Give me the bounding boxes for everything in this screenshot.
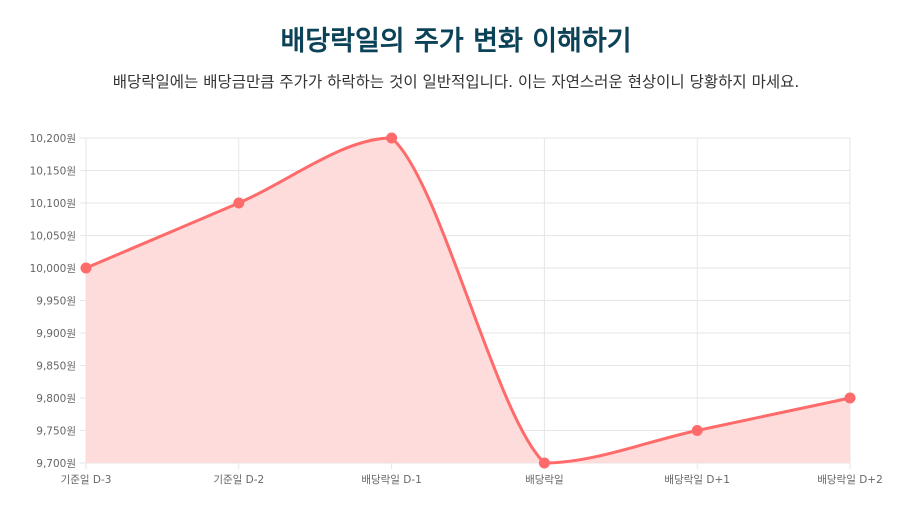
y-tick-label: 9,950원 [36,296,76,308]
y-tick-label: 10,050원 [30,231,76,243]
data-point[interactable] [538,457,550,469]
y-tick-label: 10,200원 [30,133,76,145]
data-point[interactable] [233,197,245,209]
x-tick-label: 기준일 D-2 [213,473,264,486]
data-point[interactable] [691,425,703,436]
chart-title: 배당락일의 주가 변화 이해하기 [280,26,632,57]
x-tick-label: 배당락일 D-1 [361,473,422,486]
data-point[interactable] [844,392,856,404]
chart-subtitle: 배당락일에는 배당금만큼 주가가 하락하는 것이 일반적입니다. 이는 자연스러… [112,73,800,91]
point-layer [80,132,856,469]
y-tick-label: 9,900원 [36,328,76,340]
x-tick-label: 배당락일 D+2 [817,473,883,486]
y-tick-label: 10,000원 [30,263,76,275]
data-point[interactable] [386,132,398,144]
y-axis-labels: 10,200원 10,150원 10,100원 10,050원 10,000원 9,950… [30,133,76,470]
y-tick-label: 10,150원 [30,166,76,178]
y-tick-label: 9,700원 [36,458,76,470]
y-tick-label: 9,850원 [36,361,76,373]
y-tick-label: 9,800원 [36,393,76,405]
x-tick-label: 기준일 D-3 [61,473,112,486]
data-point[interactable] [80,262,92,274]
x-tick-label: 배당락일 D+1 [664,473,730,486]
x-axis-labels: 기준일 D-3 기준일 D-2 배당락일 D-1 배당락일 배당락일 D+1 배당락일 D… [61,473,883,486]
x-tick-label: 배당락일 [525,473,564,486]
y-tick-label: 10,100원 [30,198,76,210]
y-tick-label: 9,750원 [36,426,76,438]
